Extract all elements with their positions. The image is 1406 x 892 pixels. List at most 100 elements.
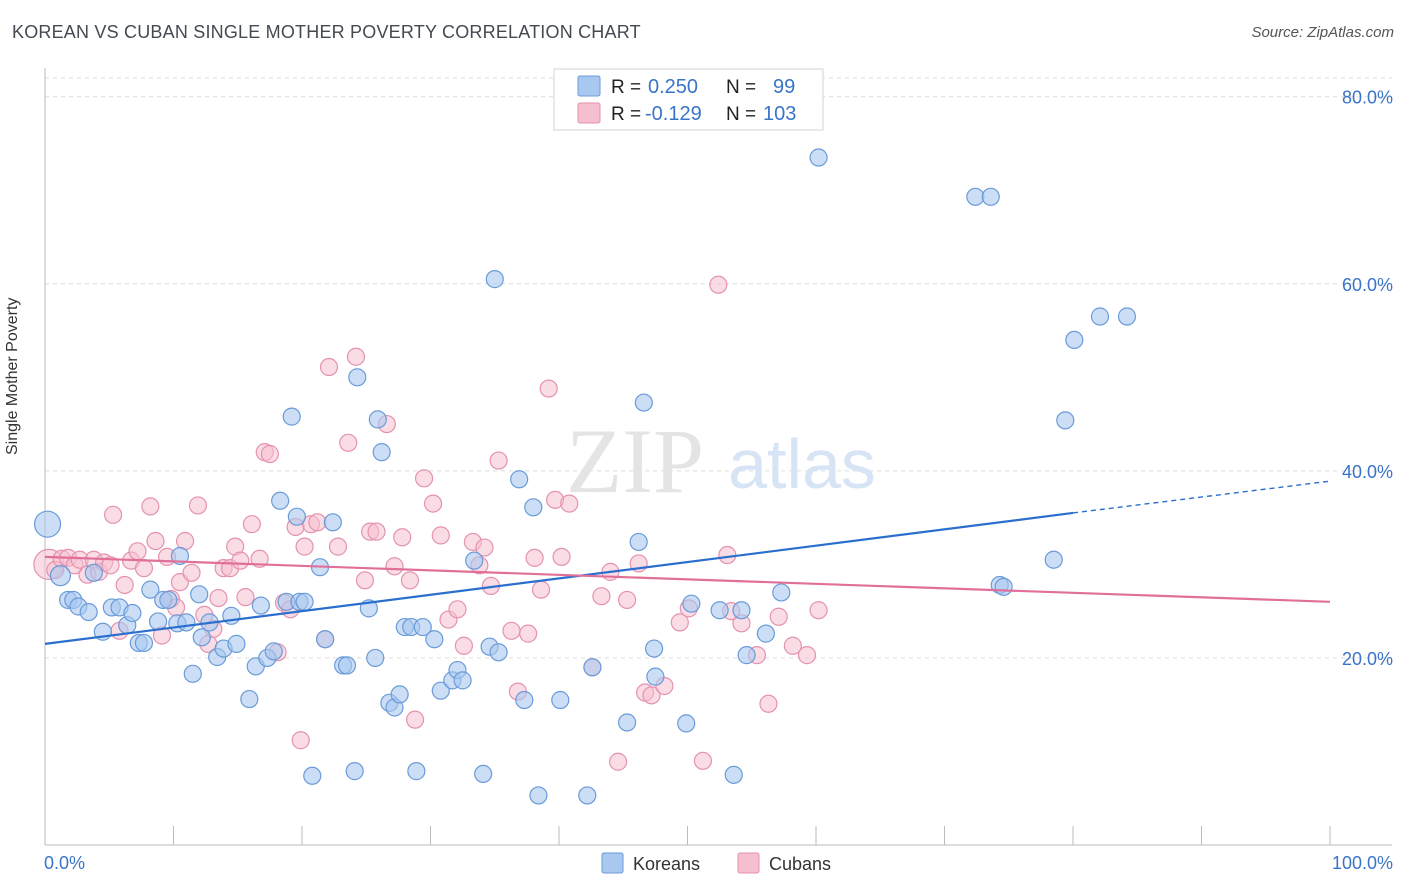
cuban-point: [182, 563, 201, 582]
legend-n-label-koreans: N =: [726, 77, 756, 98]
cuban-point: [339, 433, 358, 452]
chart-title: KOREAN VS CUBAN SINGLE MOTHER POVERTY CO…: [12, 22, 641, 42]
cuban-point: [552, 547, 571, 567]
korean-point: [1065, 330, 1084, 350]
korean-point: [629, 532, 648, 552]
korean-point: [337, 656, 357, 675]
korean-point: [524, 498, 543, 517]
korean-point: [240, 689, 259, 709]
cuban-point: [393, 528, 412, 547]
cuban-point: [454, 636, 474, 655]
korean-point: [190, 585, 209, 604]
cuban-point: [405, 710, 425, 729]
korean-point: [1044, 550, 1063, 569]
cuban-point: [188, 496, 208, 515]
korean-point: [682, 594, 701, 613]
watermark-zip: ZIP: [566, 410, 704, 512]
y-tick-label-20: 20.0%: [1342, 649, 1393, 669]
legend-swatch-cubans: [577, 102, 601, 124]
cuban-point: [231, 551, 250, 570]
cuban-point: [519, 624, 538, 643]
korean-point: [772, 583, 791, 602]
legend-r-label-cubans: R =: [611, 104, 641, 125]
korean-point: [148, 612, 168, 631]
korean-point: [634, 393, 653, 412]
korean-point: [390, 685, 409, 704]
korean-trend-line: [44, 511, 1074, 645]
cuban-point: [783, 636, 802, 655]
korean-point: [271, 491, 290, 510]
korean-point: [453, 671, 472, 690]
cuban-point: [250, 549, 269, 568]
cuban-point: [291, 731, 310, 750]
korean-point: [732, 601, 751, 620]
korean-point: [644, 639, 664, 658]
watermark-atlas: atlas: [728, 425, 876, 503]
watermark: ZIP atlas: [566, 410, 876, 512]
korean-point: [141, 580, 160, 599]
axes: [44, 68, 1392, 846]
korean-point: [431, 681, 450, 700]
cuban-point: [355, 571, 375, 590]
korean-point: [677, 714, 696, 733]
korean-point: [756, 624, 775, 643]
legend-swatch-koreans: [577, 75, 601, 97]
korean-point: [134, 633, 154, 653]
korean-point: [79, 602, 98, 622]
cuban-point: [642, 686, 661, 705]
cuban-point: [346, 347, 366, 366]
cuban-point: [400, 571, 420, 590]
korean-point: [583, 658, 602, 677]
korean-point: [710, 601, 729, 620]
cuban-point: [431, 526, 450, 545]
cuban-point: [539, 379, 558, 398]
korean-point: [578, 786, 597, 805]
cuban-point: [414, 469, 434, 488]
cuban-point: [295, 537, 314, 556]
korean-point: [489, 643, 508, 662]
legend-bottom-label-koreans: Koreans: [633, 854, 700, 874]
korean-point: [425, 630, 444, 649]
legend-r-value-cubans: -0.129: [645, 103, 702, 125]
gridlines: [45, 77, 1392, 659]
cuban-point: [260, 444, 279, 464]
korean-point: [966, 187, 985, 206]
korean-point: [724, 765, 743, 784]
cuban-point: [242, 515, 261, 534]
korean-point: [251, 596, 270, 615]
korean-point: [295, 592, 314, 611]
korean-point: [510, 470, 529, 489]
cuban-point: [141, 497, 160, 516]
cuban-point: [236, 588, 255, 607]
tick-labels: 20.0% 40.0% 60.0% 80.0% 0.0% 100.0%: [44, 88, 1393, 873]
legend-bottom-swatch-koreans: [601, 852, 624, 874]
cuban-point: [104, 505, 123, 524]
korean-point: [1090, 307, 1110, 326]
korean-point: [529, 786, 548, 805]
legend-n-value-koreans: 99: [773, 76, 795, 98]
legend-top: R = 0.250 N = 99 R = -0.129 N = 103: [553, 68, 824, 131]
cuban-point: [609, 752, 628, 771]
cuban-point: [592, 587, 611, 606]
korean-point: [366, 648, 385, 668]
korean-point: [49, 565, 72, 587]
cuban-point: [560, 494, 579, 513]
korean-point: [123, 603, 142, 623]
cuban-point: [693, 751, 713, 770]
korean-point: [646, 667, 665, 686]
legend-n-value-cubans: 103: [763, 103, 796, 125]
chart-source: Source: ZipAtlas.com: [1251, 24, 1394, 41]
cuban-point: [769, 607, 788, 626]
korean-point: [287, 507, 306, 526]
korean-point: [1117, 307, 1137, 326]
cuban-point: [525, 548, 544, 567]
korean-point: [159, 590, 178, 610]
cuban-point: [308, 513, 327, 532]
y-tick-label-60: 60.0%: [1342, 275, 1393, 295]
cuban-point: [115, 575, 134, 595]
korean-point: [551, 690, 570, 710]
cuban-point: [718, 545, 737, 565]
legend-r-value-koreans: 0.250: [648, 76, 698, 98]
korean-point: [515, 690, 534, 710]
